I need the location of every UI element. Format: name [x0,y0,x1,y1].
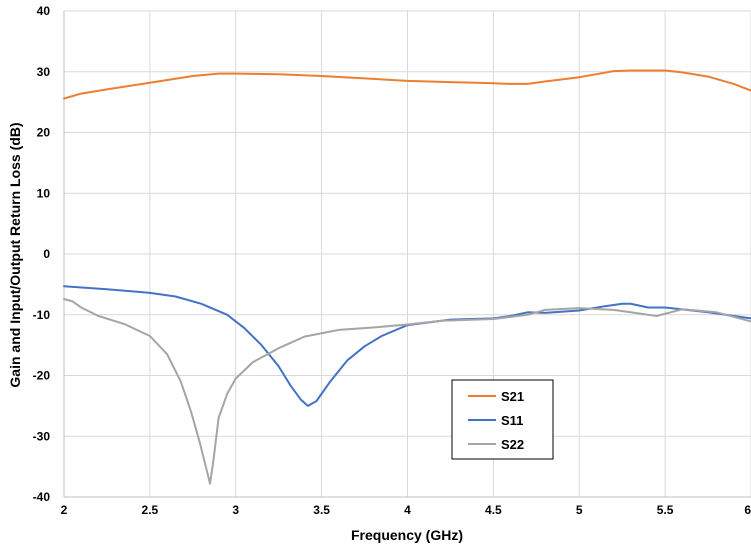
x-axis-title: Frequency (GHz) [351,527,463,543]
y-tick-label: 30 [37,65,51,79]
y-tick-label: 20 [37,126,51,140]
y-tick-label: -10 [33,308,51,322]
x-tick-label: 4 [404,503,411,517]
series-line-s11 [63,285,751,407]
y-tick-label: 10 [37,186,51,200]
y-axis-title: Gain and Input/Output Return Loss (dB) [7,122,23,387]
legend-label-s22: S22 [501,437,524,452]
x-tick-label: 5 [576,503,583,517]
x-tick-label: 4.5 [485,503,502,517]
y-tick-label: -20 [33,369,51,383]
x-tick-label: 6 [744,503,751,517]
x-tick-label: 5.5 [657,503,674,517]
y-tick-label: 40 [37,4,51,18]
y-tick-label: -40 [33,490,51,504]
gridlines [63,10,751,498]
series-line-s21 [63,69,751,100]
series-lines [63,69,751,485]
y-tick-labels: -40 -30 -20 -10 0 10 20 30 40 [33,4,51,504]
plot-area-frame [63,11,751,498]
legend-label-s21: S21 [501,389,524,404]
series-line-s22 [63,298,751,485]
x-tick-label: 2.5 [142,503,159,517]
x-tick-label: 3.5 [313,503,330,517]
y-tick-label: 0 [43,247,50,261]
x-tick-label: 3 [232,503,239,517]
y-tick-label: -30 [33,429,51,443]
legend: S21 S11 S22 [451,379,554,460]
legend-label-s11: S11 [501,413,523,428]
x-tick-labels: 2 2.5 3 3.5 4 4.5 5 5.5 6 [61,503,751,517]
x-tick-label: 2 [61,503,68,517]
